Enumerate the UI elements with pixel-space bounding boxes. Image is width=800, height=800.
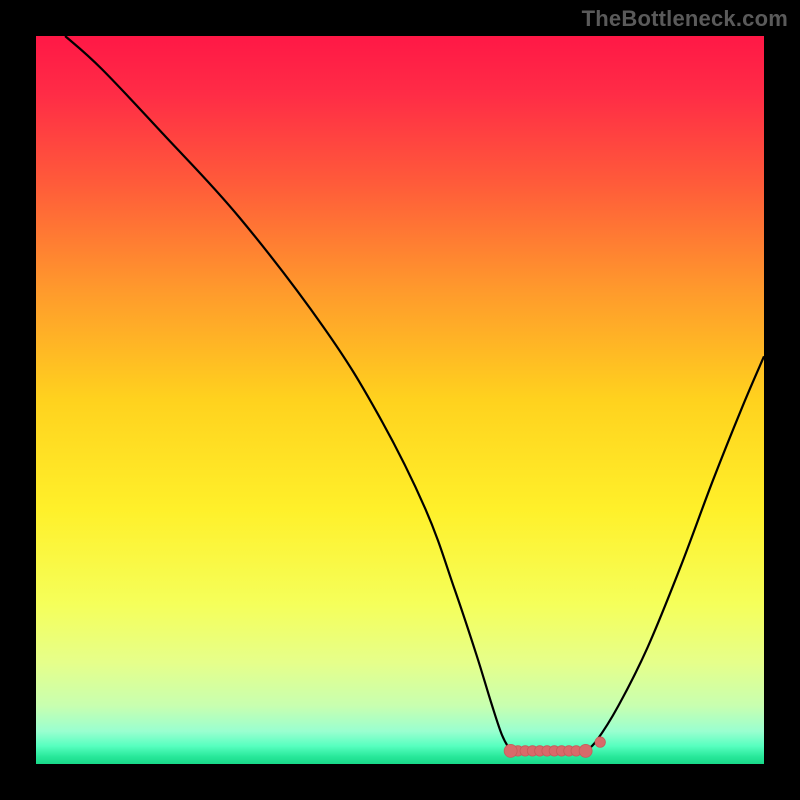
- plot-background: [36, 36, 764, 764]
- figure-root: TheBottleneck.com: [0, 0, 800, 800]
- watermark-text: TheBottleneck.com: [582, 6, 788, 32]
- marker-dot: [579, 744, 592, 757]
- marker-dot: [504, 744, 517, 757]
- chart-svg: [0, 0, 800, 800]
- marker-dot: [595, 737, 605, 747]
